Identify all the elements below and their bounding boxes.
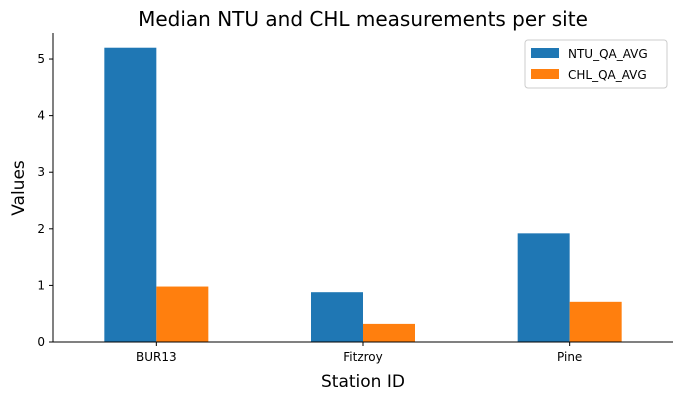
bar-ntu-qa-avg-pine <box>517 233 570 342</box>
legend-frame <box>524 39 668 89</box>
legend-swatch-ntu <box>531 48 559 58</box>
legend-swatch-chl <box>531 69 559 79</box>
y-tick-label: 5 <box>37 52 45 66</box>
x-ticks: BUR13 Fitzroy Pine <box>136 342 582 364</box>
bar-ntu-qa-avg-bur13 <box>104 47 157 342</box>
x-tick-label: BUR13 <box>136 350 177 364</box>
bar-chl-qa-avg-pine <box>569 301 622 342</box>
y-ticks: 0 1 2 3 4 5 <box>37 52 53 349</box>
x-tick-label: Pine <box>557 350 582 364</box>
x-axis-title: Station ID <box>321 372 405 392</box>
y-tick-label: 4 <box>37 109 45 123</box>
y-tick-label: 1 <box>37 278 45 292</box>
legend-label-ntu: NTU_QA_AVG <box>568 47 648 61</box>
bar-chl-qa-avg-fitzroy <box>363 323 415 342</box>
bar-ntu-qa-avg-fitzroy <box>311 292 363 342</box>
legend: NTU_QA_AVG CHL_QA_AVG <box>524 39 668 89</box>
y-axis-title: Values <box>9 160 29 216</box>
y-tick-label: 0 <box>37 335 45 349</box>
bar-chl-qa-avg-bur13 <box>156 286 209 342</box>
chart-title: Median NTU and CHL measurements per site <box>138 7 588 31</box>
y-tick-label: 3 <box>37 165 45 179</box>
legend-label-chl: CHL_QA_AVG <box>568 68 647 82</box>
plot-area <box>104 47 622 342</box>
x-tick-label: Fitzroy <box>343 350 382 364</box>
y-tick-label: 2 <box>37 222 45 236</box>
